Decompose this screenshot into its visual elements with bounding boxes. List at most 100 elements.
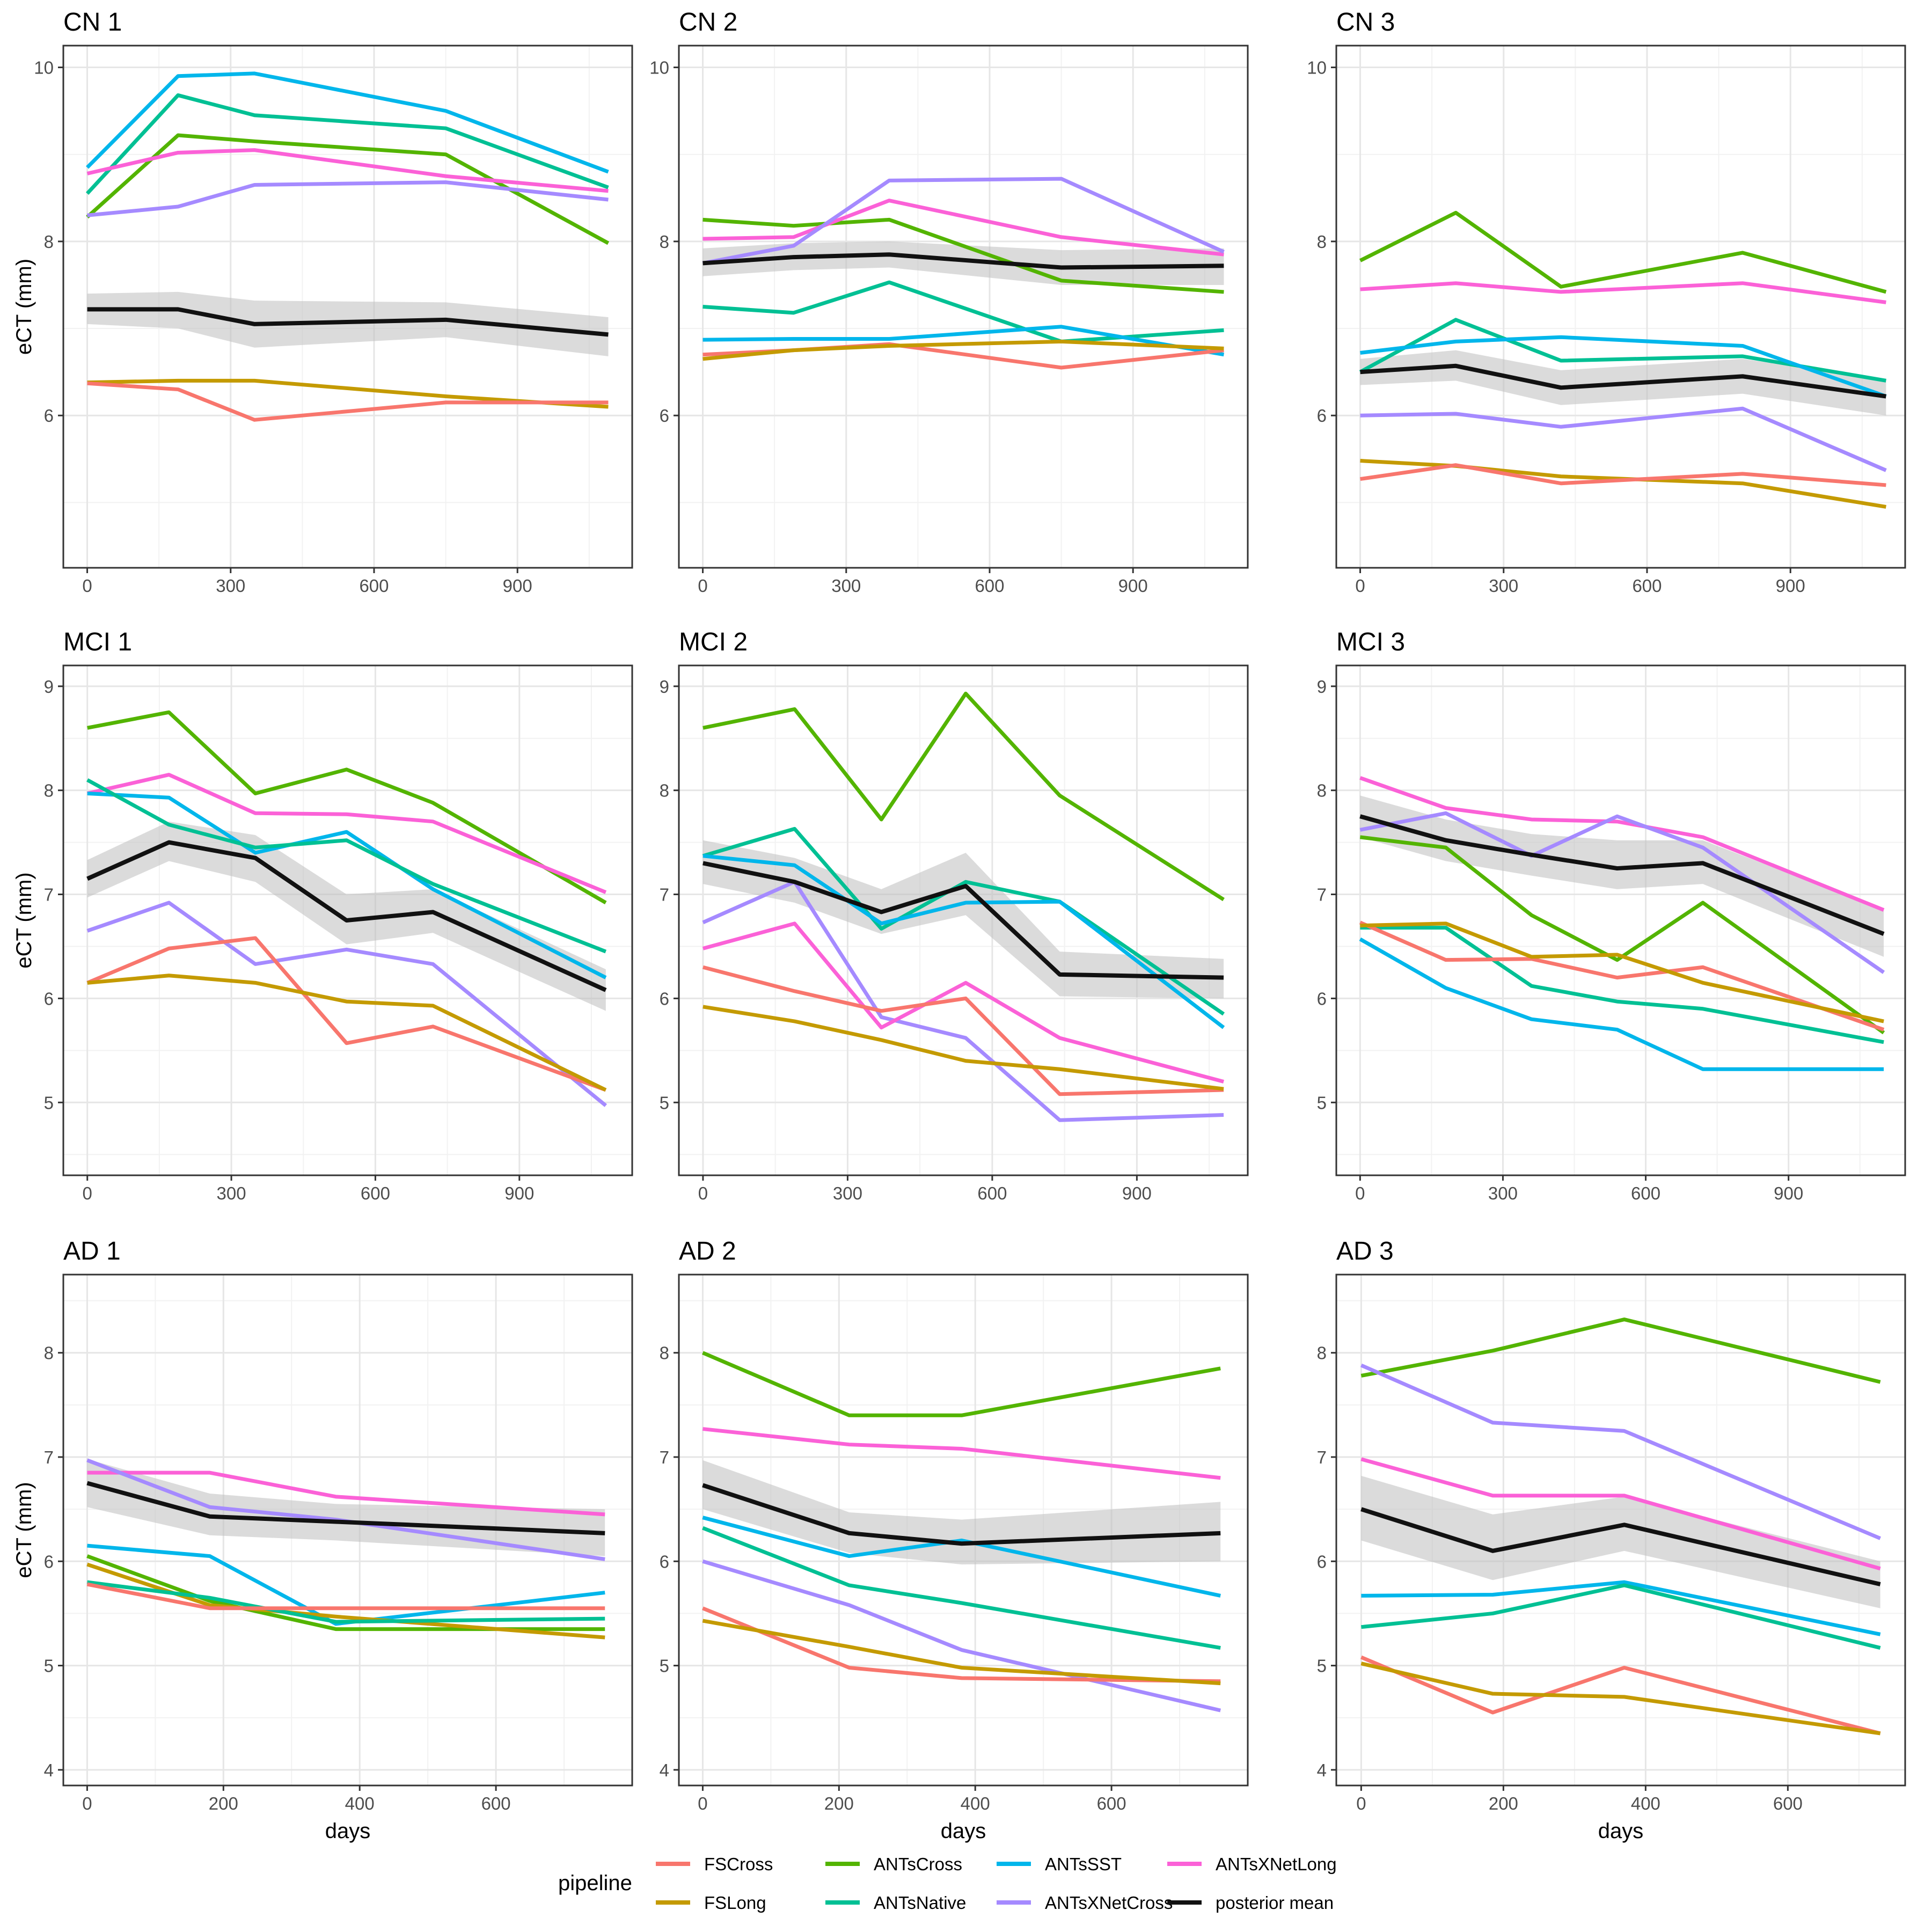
panel-mci-3-line-antscross: [1359, 835, 1885, 1035]
panel-ad-2-border: [678, 1274, 1249, 1787]
panel-mci-3-x-tick-label: 0: [1355, 1183, 1365, 1203]
panel-mci-1-y-axis-label: eCT (mm): [12, 872, 36, 968]
panel-cn-1-line-antscross: [86, 133, 610, 245]
panel-cn-1-x-tick-label: 300: [216, 576, 245, 596]
panel-cn-2-line-antsxnetcross: [702, 177, 1225, 265]
panel-mci-1-title: MCI 1: [63, 628, 132, 656]
panel-cn-2: 0 300 600 900 6 8 10 CN 2: [649, 8, 1249, 596]
panel-cn-2-credible-band: [702, 241, 1224, 285]
panel-mci-3-x-tick-label: 300: [1488, 1183, 1518, 1203]
panel-mci-3-x-tick-label: 600: [1631, 1183, 1660, 1203]
panel-ad-2-y-tick-label: 5: [660, 1656, 669, 1676]
panel-ad-3-y-tick-label: 8: [1317, 1343, 1327, 1363]
panel-cn-1-y-tick-label: 10: [34, 58, 54, 78]
panel-mci-2-x-tick-label: 300: [833, 1183, 862, 1203]
panel-ad-2-x-tick-label: 400: [961, 1794, 990, 1813]
panel-ad-1-y-tick-label: 6: [44, 1552, 54, 1571]
legend-item-antsxnetcross: ANTsXNetCross: [997, 1893, 1173, 1913]
panel-mci-3-line-antssst: [1359, 937, 1884, 1071]
panel-mci-1-line-antsnative: [86, 778, 607, 954]
panel-mci-3-border: [1335, 664, 1906, 1176]
panel-mci-3-y-tick-label: 6: [1317, 989, 1327, 1008]
panel-cn-3-line-posterior-mean: [1360, 363, 1886, 399]
panel-ad-1-y-tick-label: 4: [44, 1760, 54, 1780]
panel-cn-2-x-tick-label: 0: [698, 576, 707, 596]
panel-cn-2-x-tick-label: 900: [1118, 576, 1148, 596]
panel-ad-3-x-tick-label: 0: [1356, 1794, 1366, 1813]
panel-ad-3-y-tick-label: 4: [1317, 1760, 1327, 1780]
panel-mci-2: 0 300 600 900 5 6 7 8 9 MCI 2: [660, 628, 1249, 1203]
panel-mci-1-y-tick-label: 9: [44, 677, 54, 697]
panel-ad-1-x-tick-label: 600: [481, 1794, 511, 1813]
panel-mci-1-x-tick-label: 900: [504, 1183, 534, 1203]
panel-cn-3-border: [1335, 45, 1906, 569]
legend-label-fslong: FSLong: [704, 1893, 766, 1913]
panel-ad-1-border: [62, 1274, 633, 1787]
panel-ad-1-y-axis-label: eCT (mm): [12, 1482, 36, 1578]
panel-mci-2-plot-area: [679, 665, 1248, 1175]
panel-ad-3-x-tick-label: 600: [1773, 1794, 1803, 1813]
panel-mci-2-y-tick-label: 6: [660, 989, 669, 1008]
panel-cn-2-title: CN 2: [679, 8, 737, 36]
panel-mci-1-line-fslong: [87, 974, 607, 1092]
panel-cn-3-line-fslong: [1360, 459, 1886, 509]
panel-mci-1-y-tick-label: 6: [44, 989, 54, 1008]
legend-label-antsnative: ANTsNative: [874, 1893, 966, 1913]
panel-ad-2-x-tick-label: 200: [824, 1794, 854, 1813]
panel-ad-1-line-antscross: [86, 1554, 605, 1631]
panel-cn-1-y-tick-label: 6: [44, 406, 54, 426]
panel-ad-3-y-tick-label: 6: [1317, 1552, 1327, 1571]
panel-ad-3-title: AD 3: [1336, 1237, 1394, 1265]
panel-mci-1-border: [62, 664, 633, 1176]
panel-ad-3-x-tick-label: 400: [1631, 1794, 1660, 1813]
panel-ad-2-title: AD 2: [679, 1237, 736, 1265]
panel-ad-3-line-antssst: [1361, 1580, 1881, 1636]
panel-ad-1-line-posterior-mean: [86, 1481, 605, 1535]
panel-cn-1-x-tick-label: 600: [359, 576, 389, 596]
panel-cn-2-line-antsxnetlong: [702, 199, 1224, 257]
panel-mci-1-line-antsxnetcross: [86, 901, 608, 1107]
panel-mci-1-line-antscross: [87, 710, 607, 905]
panel-ad-2-line-antssst: [702, 1516, 1221, 1598]
panel-ad-1-credible-band: [87, 1459, 605, 1556]
panel-cn-3: 0 300 600 900 6 8 10 CN 3: [1307, 8, 1906, 596]
legend-item-antssst: ANTsSST: [997, 1854, 1122, 1874]
panel-cn-3-title: CN 3: [1336, 8, 1395, 36]
panel-ad-1-line-fscross: [86, 1582, 605, 1611]
panel-mci-3-line-fslong: [1360, 921, 1884, 1023]
panel-cn-1-line-antsxnetlong: [86, 148, 609, 193]
panel-mci-2-y-tick-label: 8: [660, 781, 669, 801]
panel-cn-3-x-tick-label: 300: [1489, 576, 1518, 596]
panel-ad-3-line-fslong: [1360, 1662, 1881, 1736]
panel-mci-3-y-tick-label: 5: [1317, 1093, 1327, 1113]
legend-label-antsxnetlong: ANTsXNetLong: [1216, 1854, 1337, 1874]
panel-cn-1-x-tick-label: 0: [82, 576, 92, 596]
panel-ad-3-line-fscross: [1360, 1655, 1881, 1736]
panel-cn-3-line-antssst: [1360, 335, 1887, 398]
panel-mci-3-line-antsnative: [1360, 926, 1884, 1044]
panel-ad-2-line-antsnative: [702, 1526, 1221, 1650]
panel-cn-2-x-tick-label: 600: [975, 576, 1004, 596]
panel-mci-3-y-tick-label: 7: [1317, 885, 1327, 905]
panel-ad-2-x-axis-label: days: [941, 1819, 986, 1843]
panel-mci-1-x-tick-label: 0: [83, 1183, 92, 1203]
panel-cn-3-y-tick-label: 8: [1317, 232, 1327, 252]
panel-mci-2-line-fslong: [702, 1005, 1224, 1091]
panel-mci-2-line-antscross: [702, 691, 1225, 902]
panel-mci-3-line-antsxnetcross: [1359, 811, 1885, 974]
legend-item-fslong: FSLong: [656, 1893, 766, 1913]
panel-mci-2-y-tick-label: 9: [660, 677, 669, 697]
panel-cn-2-x-tick-label: 300: [831, 576, 861, 596]
panel-mci-2-credible-band: [702, 840, 1224, 999]
legend-label-antsxnetcross: ANTsXNetCross: [1045, 1893, 1173, 1913]
panel-ad-2-x-tick-label: 600: [1097, 1794, 1126, 1813]
panel-ad-2-line-posterior-mean: [702, 1483, 1221, 1546]
panel-mci-1-line-posterior-mean: [86, 840, 607, 992]
panel-mci-1-line-antsxnetlong: [86, 773, 607, 894]
panel-ad-2-y-tick-label: 4: [660, 1760, 669, 1780]
panel-mci-1-y-tick-label: 8: [44, 781, 54, 801]
panel-cn-2-y-tick-label: 10: [649, 58, 669, 78]
panel-cn-1-line-fslong: [87, 378, 609, 409]
panel-mci-1-y-tick-label: 5: [44, 1093, 54, 1113]
panel-ad-3-y-tick-label: 5: [1317, 1656, 1327, 1676]
